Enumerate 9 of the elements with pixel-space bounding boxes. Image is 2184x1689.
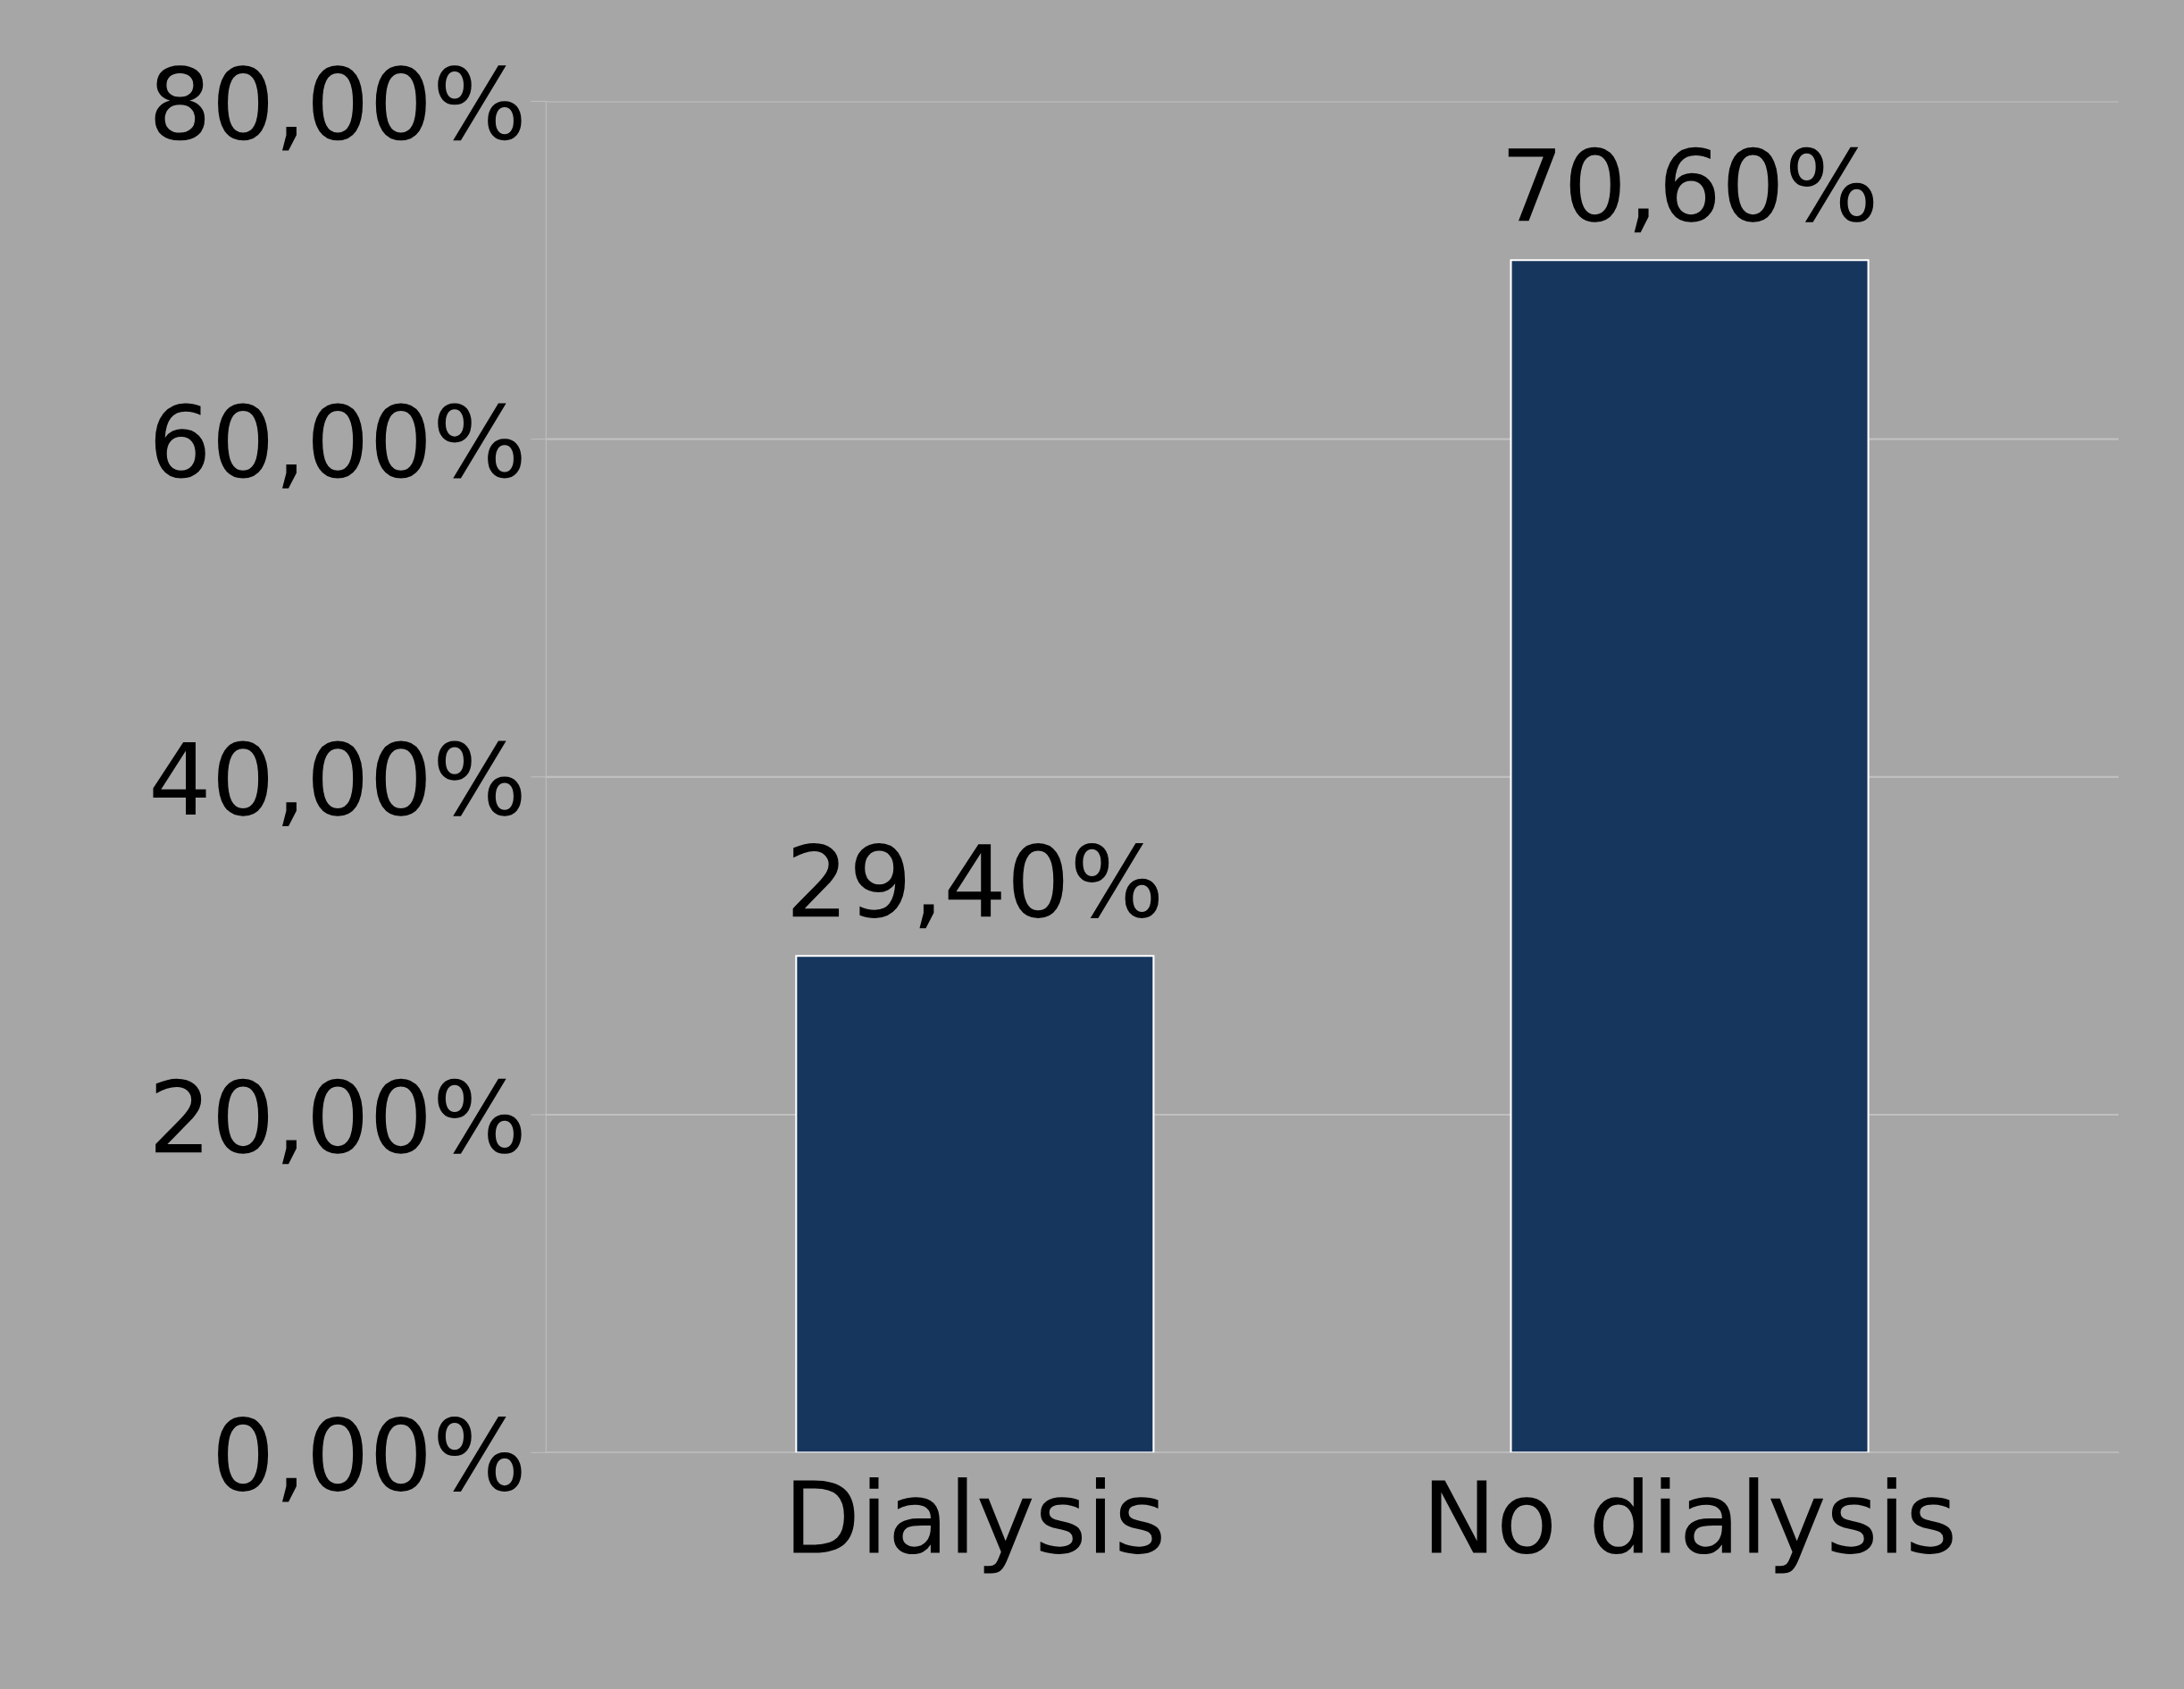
data-label: 70,60% — [1508, 146, 1874, 233]
y-tick-label: 20,00% — [155, 1078, 522, 1165]
y-tick-label: 40,00% — [153, 740, 522, 826]
y-tick-label: 80,00% — [155, 65, 522, 151]
x-tick-label: No dialysis — [1431, 1477, 1953, 1574]
y-tick-label: 0,00% — [218, 1417, 522, 1502]
x-tick-label: Dialysis — [793, 1477, 1161, 1574]
data-label: 29,40% — [792, 842, 1159, 929]
y-tick-label: 60,00% — [155, 403, 522, 489]
